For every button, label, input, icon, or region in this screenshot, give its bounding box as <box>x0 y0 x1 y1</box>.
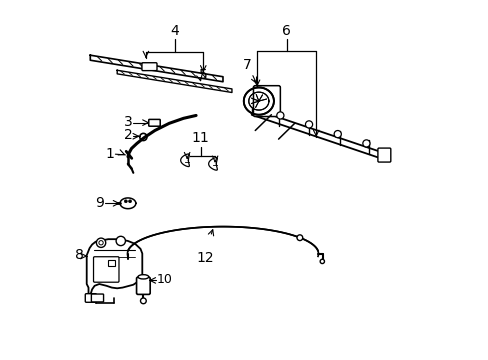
Text: 1: 1 <box>105 147 115 161</box>
Text: 4: 4 <box>170 24 179 38</box>
FancyBboxPatch shape <box>108 260 115 266</box>
Circle shape <box>99 240 103 245</box>
Polygon shape <box>90 55 223 82</box>
Circle shape <box>296 235 302 240</box>
Text: 2: 2 <box>123 128 132 142</box>
Polygon shape <box>181 154 189 167</box>
Ellipse shape <box>138 275 148 279</box>
Polygon shape <box>127 226 318 256</box>
FancyBboxPatch shape <box>85 294 96 302</box>
FancyBboxPatch shape <box>142 63 157 71</box>
Circle shape <box>128 200 131 203</box>
Circle shape <box>140 298 146 304</box>
Circle shape <box>124 200 127 203</box>
Circle shape <box>116 236 125 246</box>
Text: 5: 5 <box>198 68 207 82</box>
Circle shape <box>305 121 312 128</box>
FancyBboxPatch shape <box>377 148 390 162</box>
FancyBboxPatch shape <box>93 257 119 282</box>
Circle shape <box>333 131 341 138</box>
Text: 11: 11 <box>191 131 209 145</box>
Polygon shape <box>244 87 273 115</box>
Circle shape <box>276 112 284 119</box>
Polygon shape <box>117 70 231 93</box>
Text: 6: 6 <box>282 24 291 38</box>
FancyBboxPatch shape <box>91 294 103 302</box>
Polygon shape <box>208 158 217 170</box>
Text: 8: 8 <box>75 248 83 262</box>
Circle shape <box>96 238 105 247</box>
FancyBboxPatch shape <box>136 277 150 294</box>
Polygon shape <box>120 198 136 209</box>
Text: 10: 10 <box>157 273 173 286</box>
FancyBboxPatch shape <box>148 120 160 126</box>
Circle shape <box>362 140 369 147</box>
Text: 12: 12 <box>196 251 213 265</box>
Text: 3: 3 <box>123 114 132 129</box>
Circle shape <box>320 259 324 264</box>
Text: 7: 7 <box>243 58 251 72</box>
FancyBboxPatch shape <box>253 86 280 117</box>
Polygon shape <box>86 239 142 296</box>
Text: 9: 9 <box>95 196 104 210</box>
